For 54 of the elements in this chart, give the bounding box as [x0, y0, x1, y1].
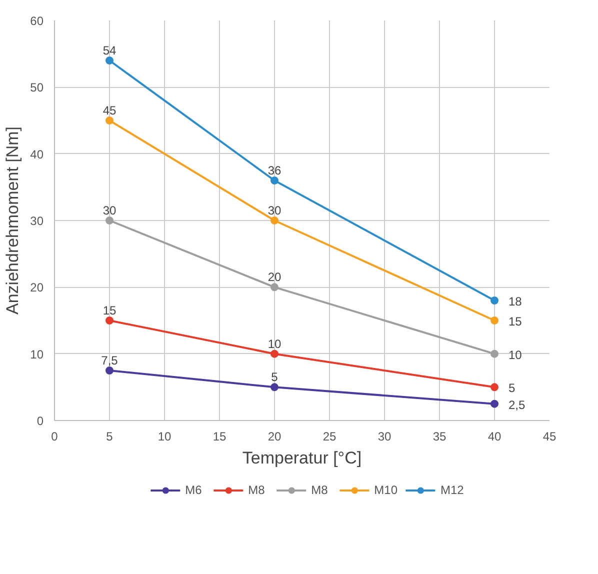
- y-tick-label: 60: [30, 14, 44, 28]
- x-tick-label: 5: [106, 430, 114, 444]
- point: [270, 176, 278, 184]
- data-label: 5: [271, 370, 278, 384]
- data-label: 45: [102, 104, 116, 118]
- point: [106, 56, 114, 64]
- data-label: 10: [508, 348, 522, 362]
- legend-label: M6: [185, 483, 203, 497]
- point: [106, 316, 114, 324]
- legend-label: M8: [248, 483, 266, 497]
- point: [490, 316, 498, 324]
- point: [270, 383, 278, 392]
- x-tick-label: 25: [322, 430, 336, 444]
- y-tick-label: 10: [30, 347, 44, 362]
- x-tick-label: 30: [378, 430, 392, 444]
- y-tick-label: 50: [30, 80, 44, 95]
- point: [270, 283, 278, 292]
- x-tick-label: 10: [158, 430, 172, 444]
- legend-label: M10: [374, 483, 398, 497]
- data-label: 18: [508, 294, 522, 308]
- data-label: 15: [508, 314, 522, 328]
- y-tick-label: 30: [30, 214, 44, 228]
- data-label: 30: [102, 204, 116, 218]
- x-tick-label: 45: [542, 430, 556, 444]
- data-label: 7,5: [101, 354, 118, 368]
- point: [270, 350, 278, 358]
- data-label: 36: [268, 164, 282, 178]
- point: [490, 400, 498, 408]
- y-axis-title: Anziehdrehmoment [Nm]: [3, 126, 22, 315]
- data-label: 5: [508, 381, 516, 396]
- data-label: 2,5: [508, 398, 526, 412]
- x-tick-label: 0: [51, 430, 58, 444]
- y-tick-label: 0: [36, 414, 44, 428]
- x-tick-label: 35: [432, 430, 446, 444]
- point: [490, 350, 498, 358]
- y-tick-label: 40: [30, 147, 44, 162]
- x-tick-label: 40: [488, 430, 502, 444]
- point: [490, 296, 498, 304]
- data-label: 20: [268, 270, 282, 284]
- point: [490, 383, 498, 392]
- x-tick-label: 15: [212, 430, 226, 444]
- legend-label: M8: [311, 483, 329, 497]
- x-axis-title: Temperatur [°C]: [242, 448, 362, 468]
- point: [106, 366, 114, 374]
- point: [106, 116, 114, 124]
- data-label: 10: [268, 336, 282, 351]
- data-label: 15: [102, 304, 116, 318]
- legend-label: M12: [440, 483, 464, 497]
- y-tick-label: 20: [30, 280, 44, 295]
- point: [270, 216, 278, 224]
- point: [106, 216, 114, 224]
- data-label: 30: [268, 204, 282, 218]
- data-label: 54: [102, 44, 116, 58]
- x-tick-label: 20: [268, 430, 282, 444]
